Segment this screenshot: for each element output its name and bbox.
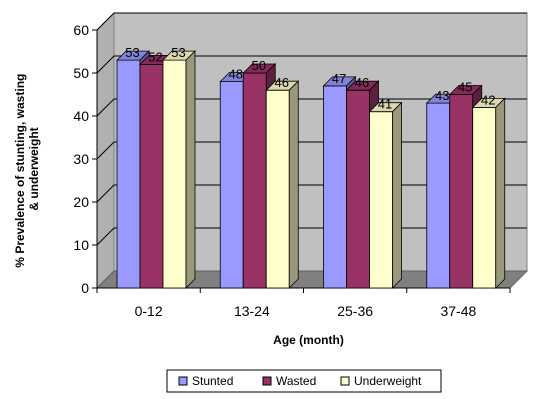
y-axis-title: % Prevalence of stunting, wasting & unde… (13, 70, 41, 267)
legend-item-underweight: Underweight (340, 374, 422, 388)
data-label: 43 (435, 88, 449, 103)
gridline (96, 98, 527, 117)
y-tick-label: 50 (73, 65, 89, 81)
bar-front (219, 81, 244, 289)
x-tick-label: 13-24 (234, 303, 270, 319)
data-label: 52 (148, 49, 162, 64)
bar-front (449, 94, 474, 289)
legend-label: Underweight (354, 374, 422, 388)
bar-side (495, 97, 506, 289)
bar-front (346, 89, 370, 289)
data-label: 41 (378, 97, 392, 112)
bar-front (369, 111, 393, 289)
gridline (96, 55, 527, 74)
bar-side (392, 101, 402, 289)
bar-side (288, 80, 299, 289)
legend: Stunted Wasted Underweight (166, 369, 442, 393)
legend-label: Stunted (192, 374, 233, 388)
data-label: 46 (355, 75, 369, 90)
bar-front (162, 59, 187, 289)
bar-front (242, 72, 267, 289)
data-label: 53 (171, 45, 185, 60)
y-tick-label: 30 (73, 151, 89, 167)
data-label: 47 (332, 71, 346, 86)
bar-underweight-25-36 (368, 101, 403, 289)
tick-labels: 0 10 20 30 40 50 60 0-12 13-24 25-36 37-48 (73, 22, 476, 319)
bar-front (472, 107, 497, 289)
data-label: 45 (458, 80, 472, 95)
legend-item-wasted: Wasted (262, 374, 316, 388)
y-tick-label: 20 (73, 194, 89, 210)
x-tick-label: 37-48 (440, 303, 476, 319)
bars (116, 50, 506, 289)
bar-front (323, 85, 347, 289)
data-labels: 53 52 53 48 50 46 47 46 41 43 45 42 (125, 45, 495, 112)
data-label: 50 (252, 58, 266, 73)
data-label: 46 (275, 75, 289, 90)
legend-item-stunted: Stunted (178, 374, 233, 388)
data-label: 53 (125, 45, 139, 60)
data-label: 42 (481, 92, 495, 107)
bar-underweight-13-24 (265, 80, 300, 289)
y-tick-label: 60 (73, 22, 89, 38)
y-tick-label: 40 (73, 108, 89, 124)
y-axis-title-line-1: % Prevalence of stunting, wasting (13, 74, 27, 268)
y-tick-label: 0 (81, 280, 89, 296)
legend-label: Wasted (276, 374, 316, 388)
bar-front (265, 89, 290, 289)
bar-front (139, 64, 164, 289)
bar-underweight-37-48 (471, 97, 506, 289)
legend-box (166, 369, 442, 393)
gridline (96, 12, 527, 31)
y-tick-label: 10 (73, 237, 89, 253)
legend-swatch (262, 376, 272, 386)
x-axis-title: Age (month) (273, 333, 344, 347)
x-tick-label: 0-12 (135, 303, 163, 319)
bar-front (426, 102, 451, 289)
bar-front (116, 59, 141, 289)
bar-underweight-0-12 (162, 50, 196, 289)
legend-swatch (178, 376, 188, 386)
bar-side (185, 50, 196, 289)
x-tick-label: 25-36 (337, 303, 373, 319)
data-label: 48 (229, 67, 243, 82)
y-axis-title-line-2: & underweight (27, 127, 41, 210)
legend-swatch (340, 376, 350, 386)
